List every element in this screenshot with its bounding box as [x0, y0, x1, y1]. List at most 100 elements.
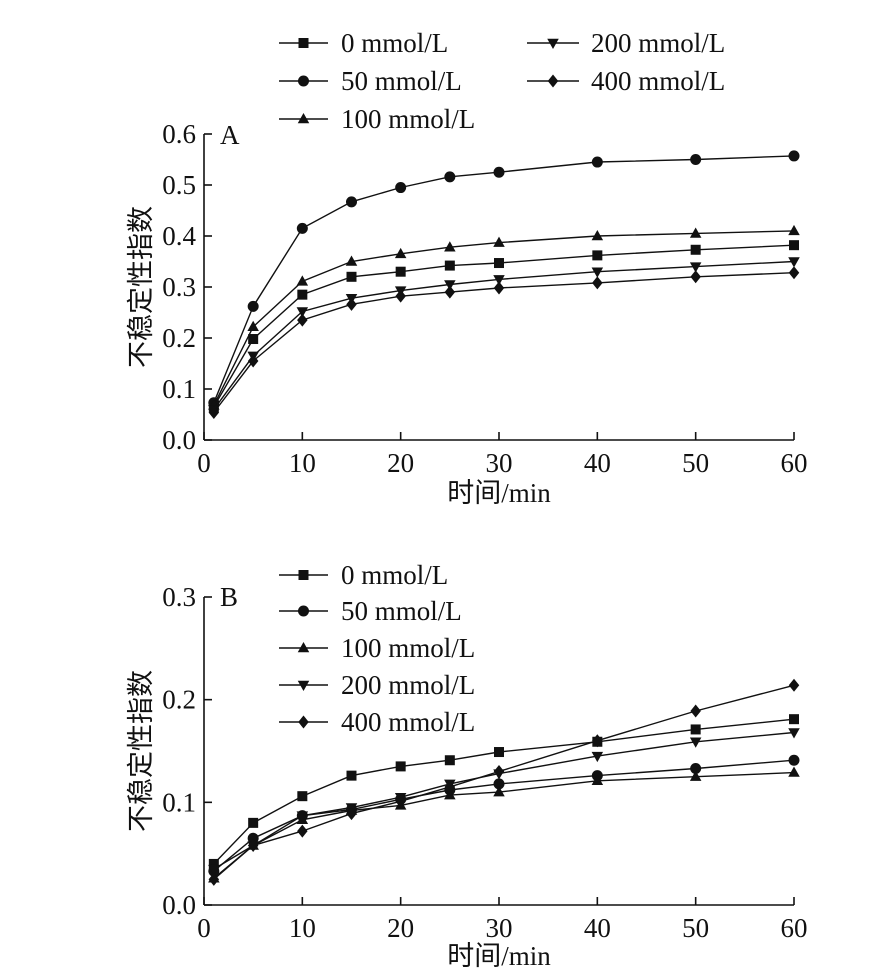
data-point	[592, 276, 603, 290]
data-point	[248, 817, 259, 828]
legend-item: 100 mmol/L	[279, 104, 475, 134]
legend-marker	[297, 113, 310, 124]
data-point	[494, 747, 504, 758]
data-point	[296, 307, 309, 318]
series-triangle-down	[208, 257, 800, 416]
y-tick-label: 0.2	[162, 323, 196, 353]
data-point	[789, 240, 799, 251]
data-point	[788, 728, 800, 739]
data-point	[247, 838, 259, 852]
series-line	[213, 731, 795, 870]
data-point	[444, 171, 456, 183]
data-point	[296, 222, 308, 234]
legend-label: 50 mmol/L	[341, 596, 462, 626]
series-diamond	[208, 266, 800, 419]
x-tick-label: 30	[486, 913, 513, 943]
series-diamond	[208, 678, 800, 886]
x-tick-label: 20	[387, 448, 414, 478]
legend-marker	[297, 680, 310, 691]
data-point	[493, 765, 505, 779]
data-point	[592, 734, 603, 748]
chart-panel-a: 0.0 0.1 0.2 0.3 0.4 0.5 0.6 0 10 20 30 40 50 60 时间/min…	[126, 28, 808, 508]
data-point	[297, 824, 308, 838]
legend-marker	[547, 74, 559, 88]
series-line	[213, 272, 795, 413]
data-point	[690, 154, 702, 165]
legend-label: 200 mmol/L	[591, 28, 725, 58]
data-point	[346, 297, 357, 311]
legend-item: 400 mmol/L	[279, 707, 475, 737]
data-point	[788, 150, 800, 162]
panel-label: A	[220, 120, 240, 150]
legend-item: 50 mmol/L	[279, 596, 462, 626]
data-point	[444, 260, 455, 271]
series-line	[213, 244, 795, 408]
chart-panel-b: 0.0 0.1 0.2 0.3 0 10 20 30 40 50 60 时间/min 不稳定性指数 B 0 …	[126, 560, 808, 971]
data-point	[208, 405, 220, 419]
y-axis-title: 不稳定性指数	[126, 206, 156, 368]
data-point	[444, 285, 456, 299]
data-point	[789, 714, 799, 725]
data-point	[395, 794, 406, 808]
data-point	[494, 258, 504, 269]
data-point	[395, 266, 406, 277]
data-point	[395, 289, 406, 303]
y-tick-label: 0.1	[162, 787, 196, 817]
series-line	[213, 771, 795, 879]
data-point	[208, 872, 220, 886]
data-point	[346, 271, 357, 282]
x-tick-label: 60	[781, 913, 808, 943]
data-point	[690, 270, 701, 284]
legend-label: 100 mmol/L	[341, 104, 475, 134]
data-point	[444, 280, 456, 291]
data-point	[592, 250, 603, 261]
series-square	[208, 240, 799, 412]
data-point	[689, 737, 702, 748]
legend-item: 0 mmol/L	[279, 560, 448, 590]
data-point	[297, 289, 308, 300]
data-point	[689, 770, 702, 781]
series-line	[213, 230, 795, 406]
legend-marker	[298, 715, 309, 729]
x-tick-label: 0	[197, 913, 211, 943]
data-point	[788, 754, 800, 766]
data-point	[444, 241, 456, 252]
data-point	[395, 182, 407, 194]
y-tick-label: 0.0	[162, 890, 196, 920]
legend-marker	[298, 75, 309, 87]
x-tick-label: 30	[486, 448, 513, 478]
x-tick-label: 50	[682, 913, 709, 943]
x-tick-label: 20	[387, 913, 414, 943]
data-point	[346, 807, 357, 821]
data-point	[690, 762, 702, 774]
legend-marker	[298, 38, 309, 48]
y-tick-label: 0.5	[162, 170, 196, 200]
legend-label: 400 mmol/L	[341, 707, 475, 737]
data-point	[493, 786, 505, 797]
series-triangle-up	[208, 224, 800, 410]
data-point	[444, 789, 456, 800]
data-point	[444, 755, 455, 766]
legend-marker	[297, 642, 310, 653]
data-point	[493, 281, 505, 295]
data-point	[247, 832, 259, 844]
x-tick-label: 40	[584, 913, 611, 943]
data-point	[208, 864, 220, 876]
legend-marker	[298, 570, 309, 580]
legend-item: 50 mmol/L	[279, 66, 462, 96]
data-point	[591, 267, 604, 278]
data-point	[493, 166, 505, 178]
y-tick-label: 0.6	[162, 119, 196, 149]
data-point	[788, 224, 800, 236]
y-tick-label: 0.4	[162, 221, 196, 251]
data-point	[690, 724, 701, 735]
x-tick-label: 0	[197, 448, 211, 478]
legend-item: 200 mmol/L	[527, 28, 725, 58]
data-point	[208, 858, 219, 869]
data-point	[346, 770, 357, 781]
data-point	[493, 778, 505, 790]
x-axis-title: 时间/min	[447, 941, 551, 971]
legend-marker	[547, 38, 559, 49]
series-line	[213, 718, 795, 865]
data-point	[296, 811, 309, 822]
